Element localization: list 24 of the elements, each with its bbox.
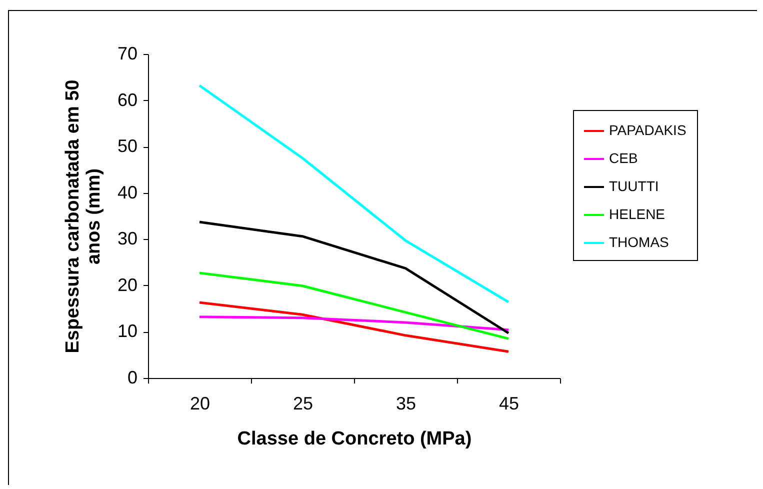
- line-series: [198, 84, 510, 304]
- y-tick-label: 60: [117, 90, 138, 110]
- line-series: [198, 316, 510, 332]
- x-tick-label: 20: [190, 394, 210, 414]
- legend-label: PAPADAKIS: [609, 122, 686, 138]
- legend-label: HELENE: [609, 206, 666, 222]
- line-series: [198, 220, 510, 334]
- y-tick-label: 40: [117, 182, 138, 202]
- x-tick-label: 45: [498, 394, 520, 414]
- y-tick-label: 20: [117, 274, 138, 295]
- y-tick-label: 10: [117, 321, 138, 342]
- y-tick-label: 0: [127, 368, 138, 388]
- legend-label: THOMAS: [609, 234, 669, 250]
- x-tick-label: 35: [396, 394, 416, 414]
- x-axis-title: Classe de Concreto (MPa): [237, 428, 472, 450]
- line-series: [198, 272, 510, 340]
- legend-label: TUUTTI: [609, 178, 659, 194]
- line-series: [198, 301, 510, 353]
- legend-label: CEB: [609, 150, 638, 166]
- y-tick-label: 30: [117, 228, 138, 249]
- x-tick-label: 25: [292, 394, 314, 414]
- y-tick-label: 70: [117, 44, 138, 64]
- y-axis-title: Espessura carbonatada em 50 anos (mm): [62, 80, 104, 354]
- y-tick-label: 50: [117, 136, 138, 156]
